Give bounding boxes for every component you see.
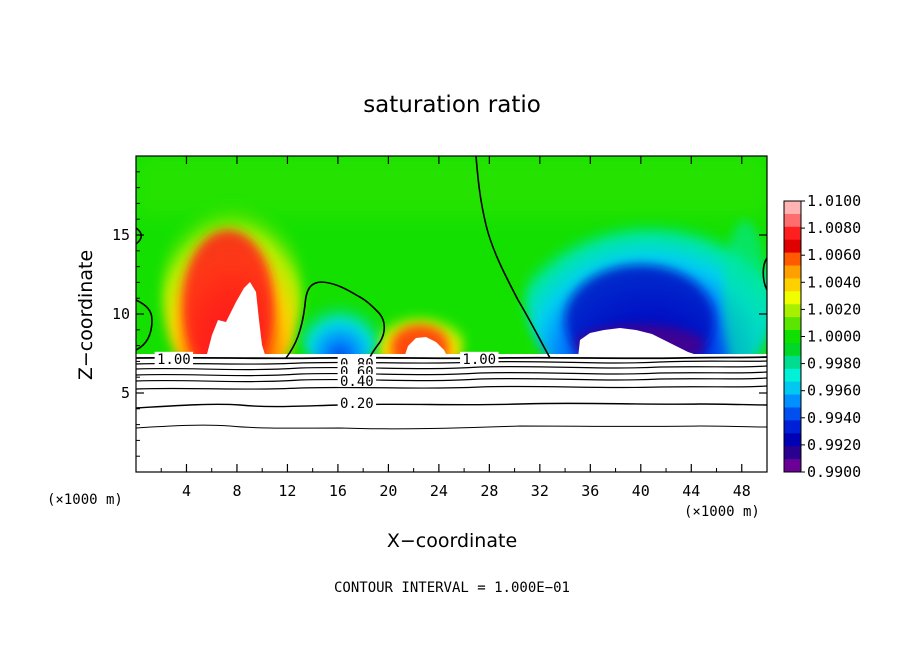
x-tick-label: 20 bbox=[379, 482, 397, 500]
colorbar-swatch bbox=[784, 446, 801, 460]
x-axis-ticks: 4 8 12 16 20 24 28 32 36 40 44 48 bbox=[160, 156, 751, 500]
y-tick-label: 10 bbox=[112, 305, 130, 323]
colorbar-label: 1.0100 bbox=[807, 192, 861, 210]
contour-line-7 bbox=[135, 402, 768, 409]
x-tick-label: 48 bbox=[733, 482, 751, 500]
x-tick-label: 40 bbox=[632, 482, 650, 500]
contour-line-8 bbox=[135, 424, 768, 430]
heatmap-field bbox=[136, 156, 767, 358]
colorbar-swatch bbox=[784, 433, 801, 447]
contour-line-a bbox=[475, 156, 551, 358]
cool-left-cell bbox=[298, 280, 382, 358]
colorbar bbox=[783, 200, 802, 473]
y-axis-ticks: 5 10 15 bbox=[112, 171, 767, 457]
x-tick-label: 16 bbox=[329, 482, 347, 500]
masked-region-mid bbox=[404, 337, 448, 358]
colorbar-swatch bbox=[784, 201, 801, 215]
contour-line-6 bbox=[135, 385, 768, 390]
colorbar-labels: 1.0100 1.0080 1.0060 1.0040 1.0020 1.0000 0.99… bbox=[801, 192, 861, 481]
colorbar-swatch bbox=[784, 420, 801, 434]
colorbar-swatch bbox=[784, 355, 801, 370]
contour-label-bg bbox=[154, 351, 194, 365]
contour-labels: 1.001.000.800.600.400.20 bbox=[154, 351, 499, 412]
colorbar-swatch bbox=[784, 381, 801, 396]
colorbar-swatch bbox=[784, 252, 801, 267]
x-axis-label: X−coordinate bbox=[387, 530, 517, 552]
contour-label: 0.40 bbox=[340, 374, 374, 390]
colorbar-swatch bbox=[784, 226, 801, 241]
y-tick-label: 15 bbox=[112, 226, 130, 244]
colorbar-swatch bbox=[784, 265, 801, 279]
contour-label: 0.20 bbox=[340, 396, 374, 412]
x-tick-label: 36 bbox=[581, 482, 599, 500]
contour-label-bg bbox=[337, 396, 377, 410]
colorbar-label: 0.9900 bbox=[807, 463, 861, 481]
contour-line-5 bbox=[135, 377, 768, 383]
colorbar-swatch bbox=[784, 342, 801, 357]
x-axis-unit-right: (×1000 m) bbox=[684, 504, 760, 520]
x-tick-label: 24 bbox=[430, 482, 448, 500]
contour-line-3 bbox=[135, 365, 768, 371]
masked-region-right bbox=[578, 328, 708, 358]
colorbar-swatch bbox=[784, 291, 801, 305]
contour-label-bg bbox=[337, 373, 377, 387]
chart-title: saturation ratio bbox=[363, 92, 541, 118]
colorbar-label: 0.9960 bbox=[807, 382, 861, 400]
y-tick-label: 5 bbox=[121, 384, 130, 402]
colorbar-swatch bbox=[784, 459, 801, 473]
colorbar-swatch bbox=[784, 368, 801, 383]
x-tick-label: 44 bbox=[682, 482, 700, 500]
contour-lines-lower bbox=[135, 356, 768, 430]
masked-region-left bbox=[206, 282, 266, 358]
x-tick-label: 28 bbox=[480, 482, 498, 500]
right-edge-band bbox=[723, 220, 767, 358]
colorbar-label: 0.9920 bbox=[807, 436, 861, 454]
contour-line-4 bbox=[135, 371, 768, 377]
x-tick-label: 32 bbox=[531, 482, 549, 500]
colorbar-label: 0.9980 bbox=[807, 355, 861, 373]
x-tick-label: 8 bbox=[232, 482, 241, 500]
colorbar-swatch bbox=[784, 407, 801, 421]
masked-lower-band bbox=[136, 354, 767, 358]
contour-line-c bbox=[136, 299, 153, 351]
colorbar-label: 1.0000 bbox=[807, 328, 861, 346]
colorbar-swatch bbox=[784, 330, 801, 344]
x-axis-unit-left: (×1000 m) bbox=[47, 492, 123, 508]
colorbar-label: 1.0020 bbox=[807, 300, 861, 318]
contour-line-2 bbox=[135, 360, 768, 365]
colorbar-label: 1.0040 bbox=[807, 273, 861, 291]
x-tick-label: 4 bbox=[182, 482, 191, 500]
colorbar-swatch bbox=[784, 304, 801, 318]
contour-label: 1.00 bbox=[157, 352, 191, 368]
x-tick-label: 12 bbox=[278, 482, 296, 500]
colorbar-label: 0.9940 bbox=[807, 409, 861, 427]
colorbar-label: 1.0080 bbox=[807, 219, 861, 237]
colorbar-swatch bbox=[784, 213, 801, 228]
colorbar-swatch bbox=[784, 278, 801, 292]
contour-label: 1.00 bbox=[462, 352, 496, 368]
colorbar-swatch bbox=[784, 239, 801, 254]
y-axis-label: Z−coordinate bbox=[75, 250, 97, 380]
colorbar-swatch bbox=[784, 394, 801, 408]
colorbar-swatch bbox=[784, 317, 801, 331]
contour-label-bg bbox=[460, 351, 499, 365]
colorbar-label: 1.0060 bbox=[807, 246, 861, 264]
contour-line-e bbox=[762, 257, 767, 291]
contour-line-b bbox=[285, 281, 386, 358]
contour-interval-note: CONTOUR INTERVAL = 1.000E−01 bbox=[334, 580, 570, 596]
